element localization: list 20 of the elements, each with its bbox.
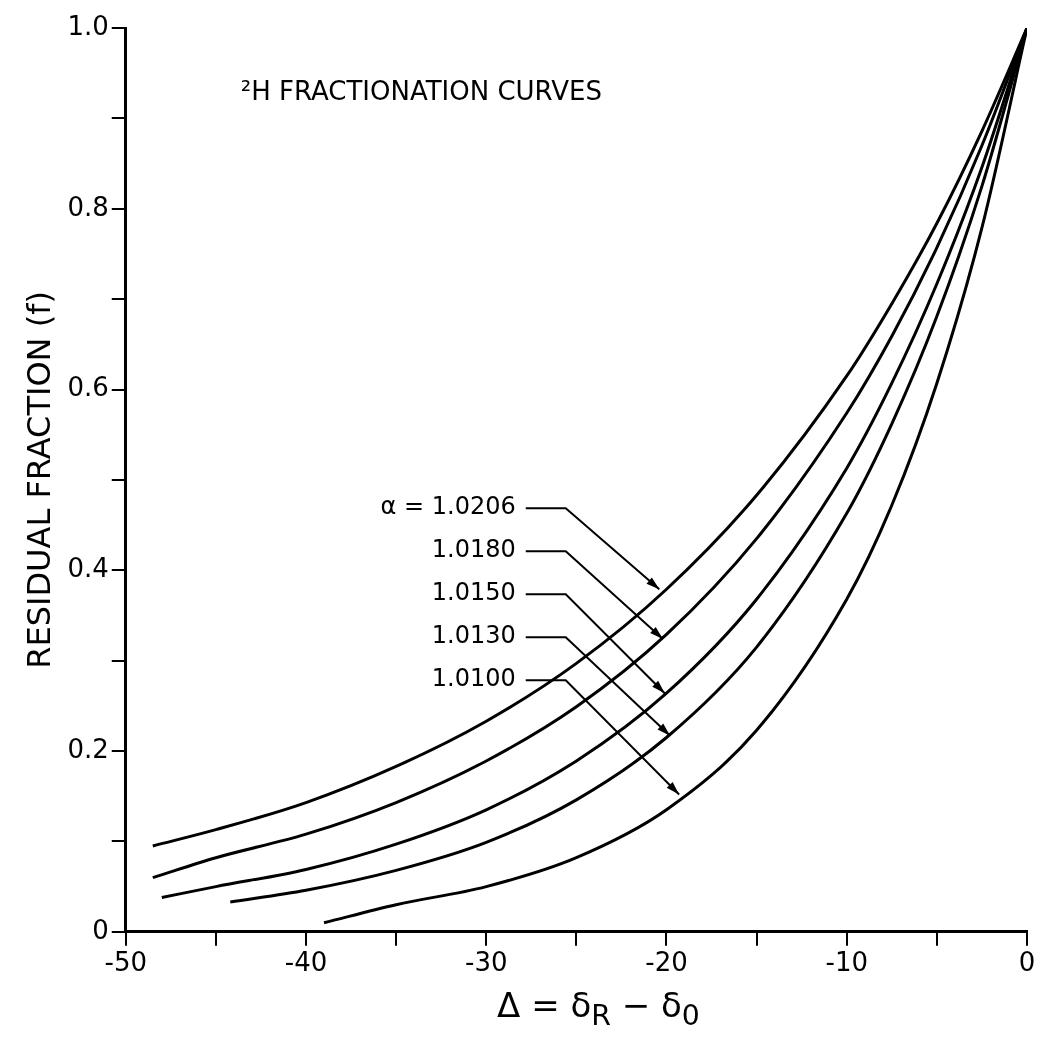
annotation: α = 1.0206 [380,492,516,521]
x-tick-label: -30 [465,947,508,978]
y-tick-label: 0.2 [67,733,109,764]
y-tick-label: 1.0 [67,10,109,41]
y-tick-label: 0 [92,914,109,945]
text: ²H FRACTIONATION CURVES [240,75,602,106]
annotation: 1.0100 [431,664,516,693]
x-tick-label: 0 [1018,947,1036,978]
y-tick-label: 0.6 [67,372,109,403]
x-tick-label: -40 [284,947,328,978]
x-axis-title: Δ = δ$_{R}$ − δ$_{0}$ [496,985,701,1032]
x-tick-label: -50 [104,947,147,978]
x-tick-label: -10 [825,947,868,978]
y-tick-label: 0.8 [67,191,109,222]
annotation: 1.0150 [431,578,516,607]
y-tick-label: 0.4 [67,553,109,584]
annotation: 1.0180 [431,535,516,564]
annotation: 1.0130 [431,621,516,650]
y-axis-title: RESIDUAL FRACTION (f) [19,291,58,669]
x-tick-label: -20 [645,947,688,978]
